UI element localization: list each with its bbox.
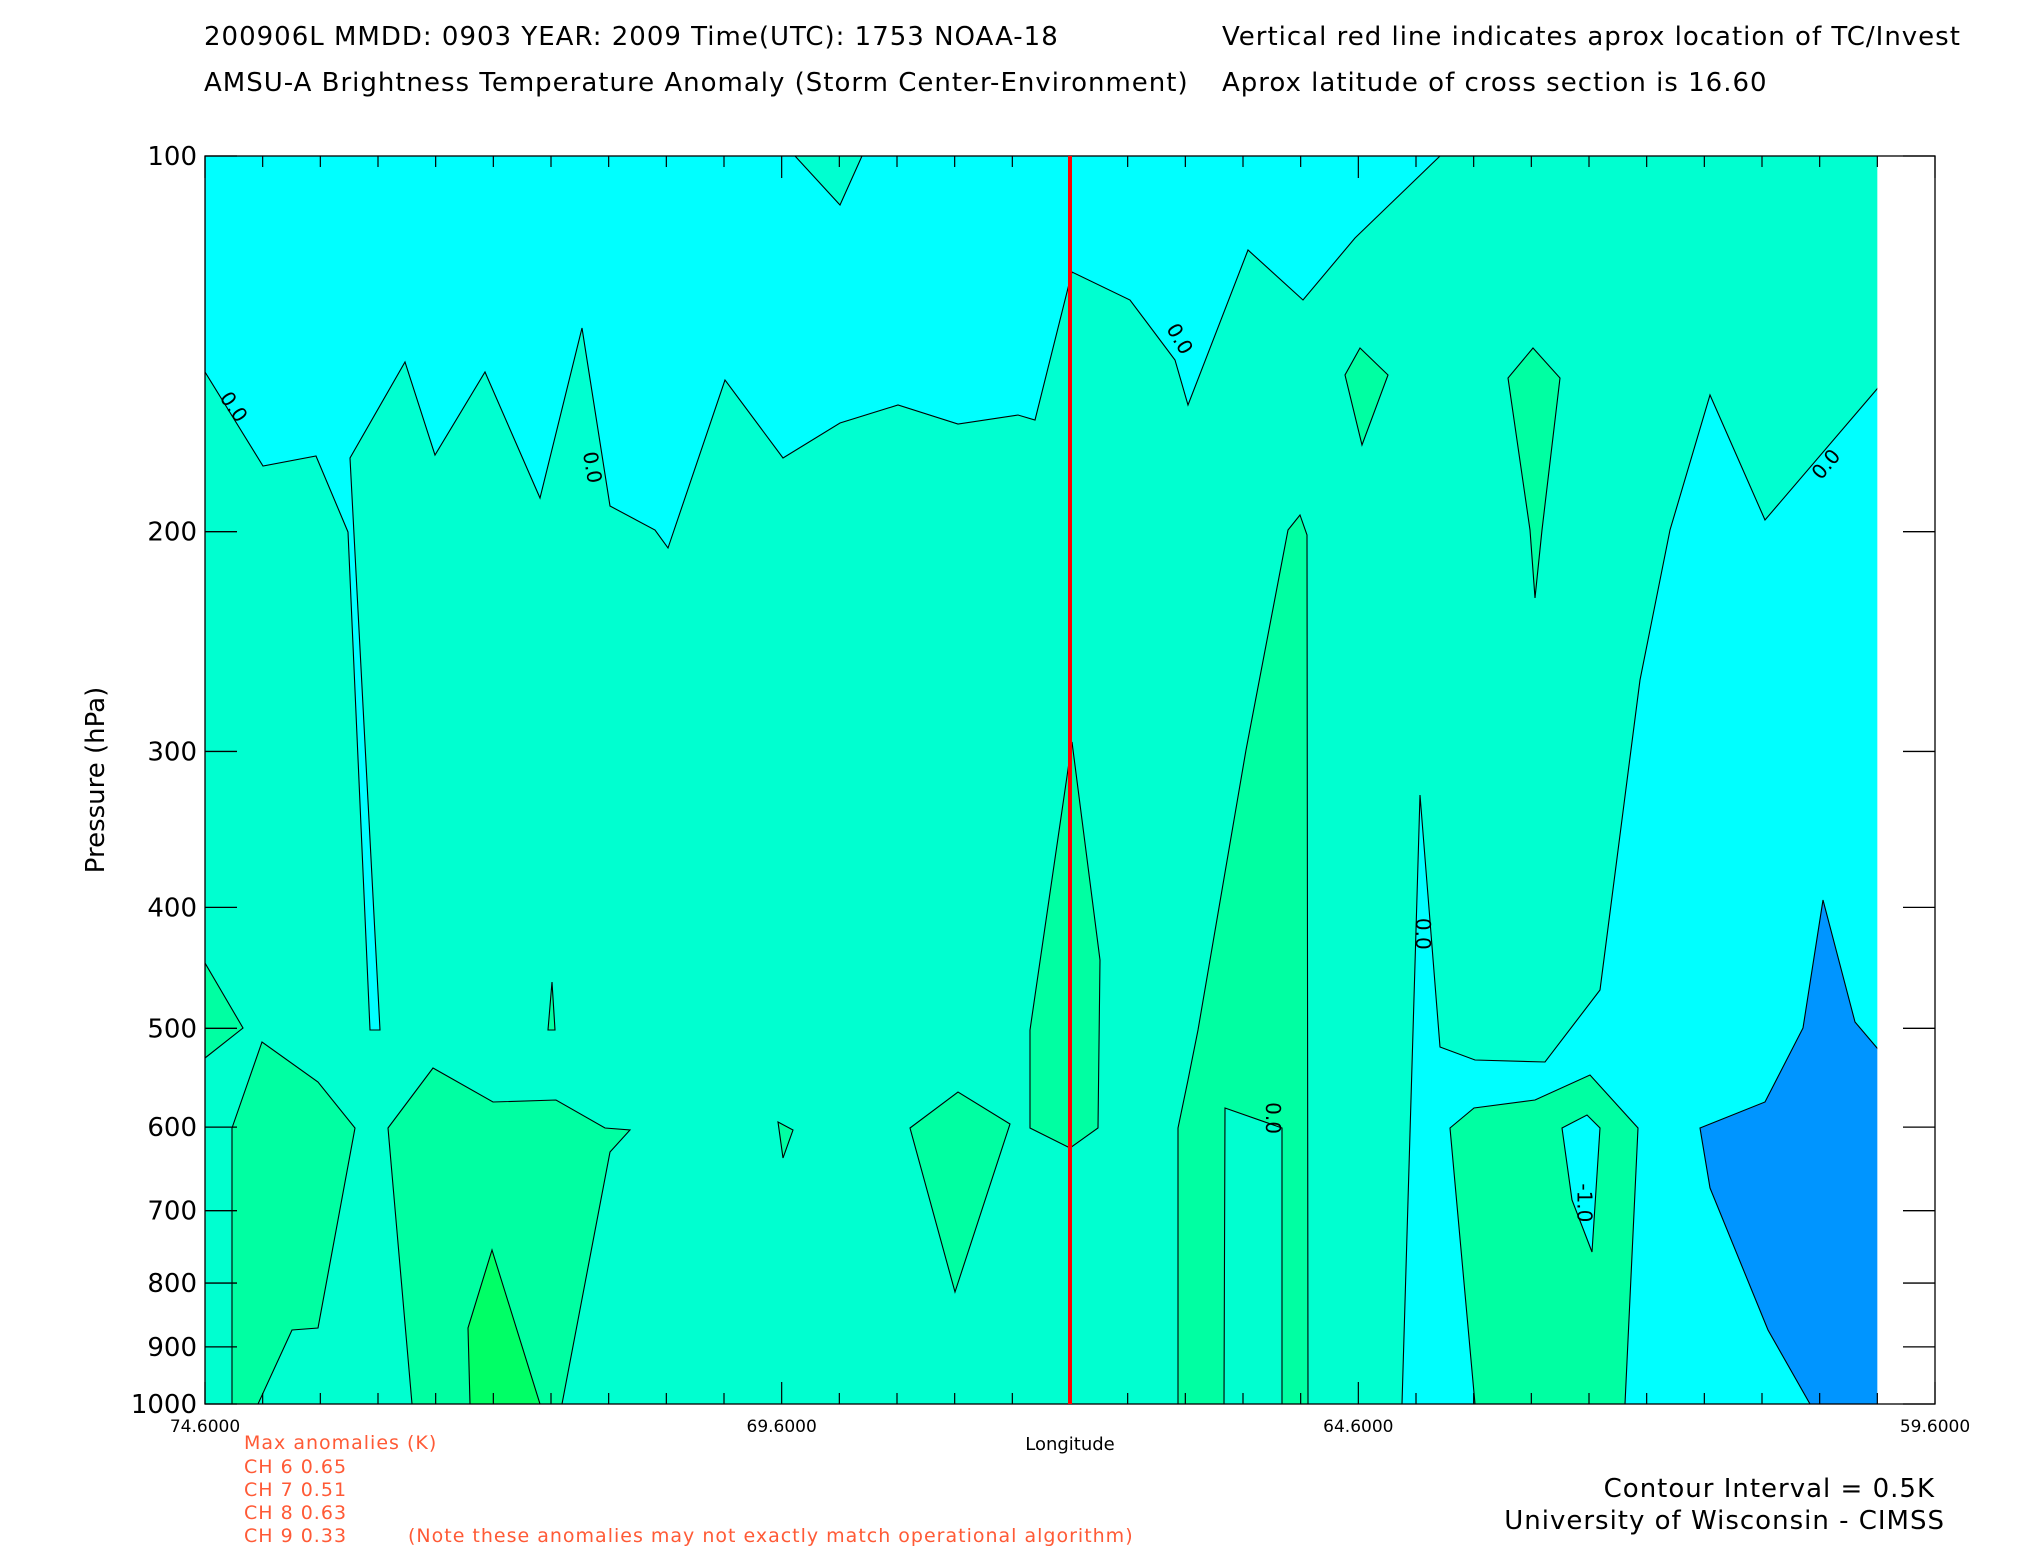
credit-label: University of Wisconsin - CIMSS bbox=[1504, 1506, 1945, 1536]
contour-region-lower-right-green bbox=[1449, 1074, 1639, 1404]
y-tick-label: 500 bbox=[147, 1014, 197, 1044]
x-tick-label: 69.6000 bbox=[747, 1417, 817, 1437]
contour-interval-label: Contour Interval = 0.5K bbox=[1603, 1474, 1935, 1504]
y-tick-label: 700 bbox=[147, 1197, 197, 1227]
contour-label: 0.0 bbox=[1411, 918, 1435, 950]
header-line1-left: 200906L MMDD: 0903 YEAR: 2009 Time(UTC):… bbox=[204, 22, 1059, 52]
x-tick-label: 59.6000 bbox=[1900, 1417, 1970, 1437]
contour-region-pocket-b bbox=[1507, 347, 1561, 599]
contour-label: -1.0 bbox=[1572, 1183, 1596, 1222]
contour-region-diamond bbox=[909, 1091, 1011, 1294]
y-tick-label: 100 bbox=[147, 142, 197, 172]
anomaly-row-ch6: CH 6 0.65 bbox=[244, 1456, 348, 1478]
plot-frame bbox=[204, 155, 1936, 1405]
anomalies-title: Max anomalies (K) bbox=[244, 1432, 438, 1454]
y-axis-label: Pressure (hPa) bbox=[81, 687, 111, 874]
anomaly-row-ch8: CH 8 0.63 bbox=[244, 1502, 348, 1524]
contour-label: 0.0 bbox=[1261, 1102, 1285, 1134]
contour-region-lower-left-b bbox=[387, 1067, 632, 1404]
contour-region-small-mid bbox=[777, 1121, 794, 1159]
contour-region-blue bbox=[1699, 899, 1883, 1404]
contour-region-upper-cyan bbox=[205, 156, 1883, 1404]
y-axis-ticks: 100 200 300 400 500 600 700 800 900 1000 bbox=[131, 142, 1935, 1420]
y-tick-label: 900 bbox=[147, 1333, 197, 1363]
header-line2-left: AMSU-A Brightness Temperature Anomaly (S… bbox=[204, 68, 1189, 98]
no-data-strip bbox=[1877, 156, 1935, 1404]
x-tick-label: 64.6000 bbox=[1323, 1417, 1393, 1437]
contour-region-left-edge bbox=[205, 961, 244, 1059]
anomalies-note: (Note these anomalies may not exactly ma… bbox=[408, 1525, 1134, 1547]
contour-region-right-tongue bbox=[1177, 513, 1309, 1404]
contour-region-lower-left-a bbox=[231, 1041, 356, 1404]
header-line2-right: Aprox latitude of cross section is 16.60 bbox=[1222, 68, 1768, 98]
contour-region-top-wedge bbox=[794, 156, 863, 206]
contour-region-lower-right-hole bbox=[1561, 1114, 1601, 1253]
contour-label: 0.0 bbox=[578, 450, 607, 485]
x-axis-ticks: 74.6000 69.6000 64.6000 59.6000 bbox=[170, 156, 1970, 1437]
contour-region-pocket-a bbox=[1344, 347, 1389, 447]
x-axis-label: Longitude bbox=[1025, 1434, 1115, 1455]
y-tick-label: 1000 bbox=[131, 1390, 197, 1420]
y-tick-label: 200 bbox=[147, 518, 197, 548]
y-tick-label: 300 bbox=[147, 737, 197, 767]
contour-region-spike bbox=[547, 981, 556, 1031]
y-tick-label: 800 bbox=[147, 1269, 197, 1299]
contour-region-lower-left-core bbox=[467, 1248, 541, 1404]
y-tick-label: 400 bbox=[147, 893, 197, 923]
header-line1-right: Vertical red line indicates aprox locati… bbox=[1222, 22, 1961, 52]
x-tick-label: 74.6000 bbox=[170, 1417, 240, 1437]
anomaly-row-ch9: CH 9 0.33 bbox=[244, 1525, 348, 1547]
anomaly-row-ch7: CH 7 0.51 bbox=[244, 1479, 348, 1501]
contour-fill-layer bbox=[205, 156, 1883, 1404]
y-tick-label: 600 bbox=[147, 1113, 197, 1143]
